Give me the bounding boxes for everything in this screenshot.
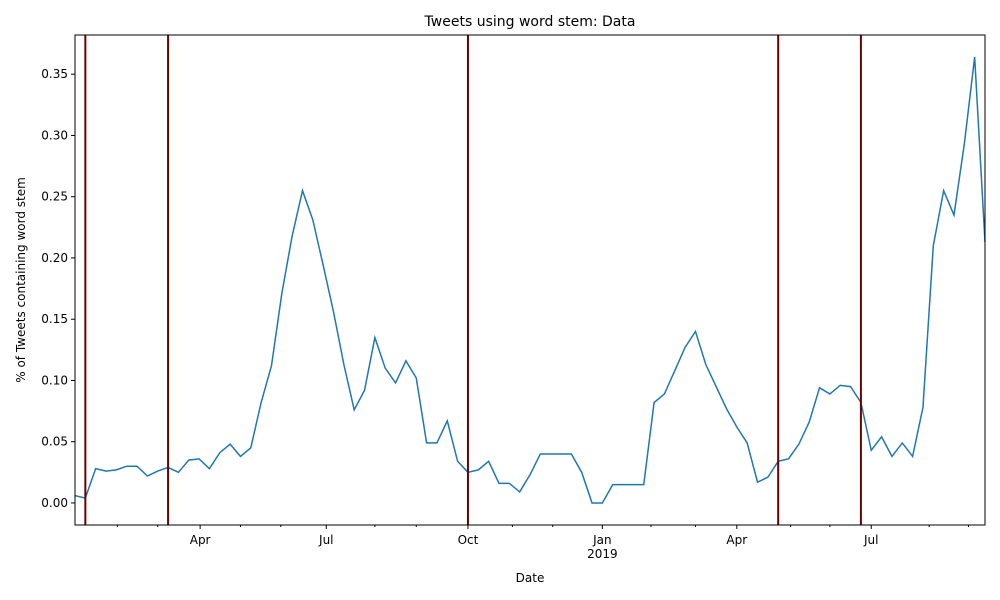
x-tick-label: Apr — [190, 533, 211, 547]
x-tick-label: Jan — [592, 533, 612, 547]
chart-title: Tweets using word stem: Data — [424, 14, 636, 30]
y-tick-label: 0.20 — [41, 251, 68, 265]
x-tick-sublabel: 2019 — [587, 547, 618, 561]
y-tick-label: 0.05 — [41, 435, 68, 449]
x-tick-label: Jul — [863, 533, 878, 547]
y-tick-label: 0.00 — [41, 496, 68, 510]
y-tick-label: 0.25 — [41, 190, 68, 204]
x-tick-label: Jul — [318, 533, 333, 547]
y-tick-label: 0.10 — [41, 373, 68, 387]
x-axis-label: Date — [516, 571, 545, 585]
y-tick-label: 0.15 — [41, 312, 68, 326]
y-tick-label: 0.30 — [41, 128, 68, 142]
y-axis-label: % of Tweets containing word stem — [14, 177, 28, 383]
x-tick-label: Oct — [458, 533, 479, 547]
data-line — [74, 56, 986, 504]
y-tick-label: 0.35 — [41, 67, 68, 81]
x-tick-label: Apr — [726, 533, 747, 547]
plot-frame — [74, 34, 986, 526]
